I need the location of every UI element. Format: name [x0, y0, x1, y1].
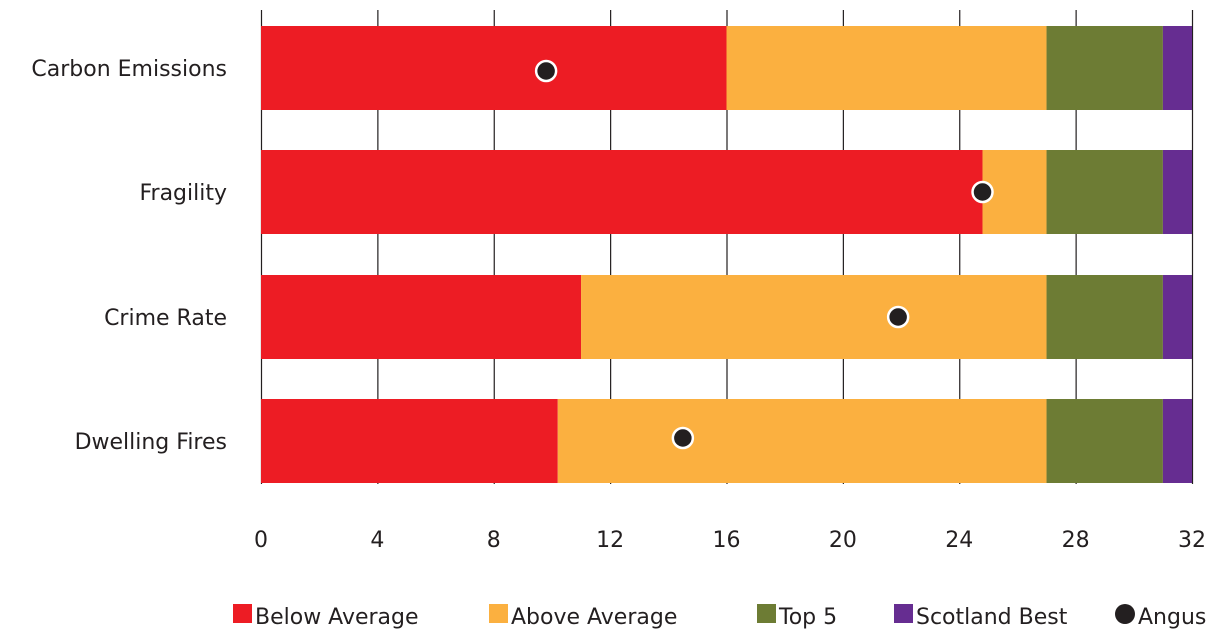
x-tick-label: 20	[829, 528, 857, 553]
bar-segment	[1162, 275, 1192, 359]
bar-segment	[1162, 150, 1192, 234]
bar-segment	[261, 399, 558, 483]
legend-swatch	[894, 604, 913, 623]
bar-segment	[1046, 275, 1163, 359]
legend-label: Below Average	[255, 605, 419, 630]
x-tick-label: 12	[596, 528, 624, 553]
angus-marker	[971, 180, 994, 204]
legend-swatch	[489, 604, 508, 623]
bar-segment	[557, 399, 1047, 483]
bar-segment	[261, 150, 983, 234]
x-tick-label: 32	[1178, 528, 1206, 553]
x-tick-label: 16	[713, 528, 741, 553]
legend-swatch	[757, 604, 776, 623]
angus-markers	[534, 59, 994, 450]
bar-segment	[1046, 150, 1163, 234]
legend-marker	[1115, 604, 1135, 624]
bar-segment	[726, 26, 1047, 110]
bar-segment	[261, 275, 582, 359]
x-axis: 0 4 8 12 16 20 24 28 32	[254, 528, 1206, 553]
category-label: Carbon Emissions	[31, 57, 227, 82]
bar-segment	[581, 275, 1047, 359]
legend-swatch	[233, 604, 252, 623]
legend: Below Average Above Average Top 5 Scotland …	[233, 604, 1206, 630]
legend-label: Above Average	[511, 605, 677, 630]
legend-label: Scotland Best	[916, 605, 1068, 630]
x-tick-label: 0	[254, 528, 268, 553]
bar-segment	[1046, 399, 1163, 483]
category-labels: Carbon Emissions Fragility Crime Rate Dwell…	[31, 57, 227, 455]
x-tick-label: 4	[370, 528, 384, 553]
angus-marker	[671, 426, 695, 450]
bar-segment	[261, 26, 727, 110]
angus-marker	[886, 305, 910, 329]
bar-segment	[1046, 26, 1163, 110]
bars	[261, 26, 1192, 483]
x-tick-label: 28	[1062, 528, 1090, 553]
angus-marker	[534, 59, 558, 83]
category-label: Dwelling Fires	[75, 430, 227, 455]
category-label: Crime Rate	[104, 306, 227, 331]
legend-label: Top 5	[778, 605, 837, 630]
bar-segment	[1162, 399, 1192, 483]
legend-label: Angus	[1138, 605, 1206, 630]
bar-segment	[1162, 26, 1192, 110]
x-tick-label: 8	[487, 528, 501, 553]
category-label: Fragility	[139, 181, 227, 206]
x-tick-label: 24	[945, 528, 973, 553]
